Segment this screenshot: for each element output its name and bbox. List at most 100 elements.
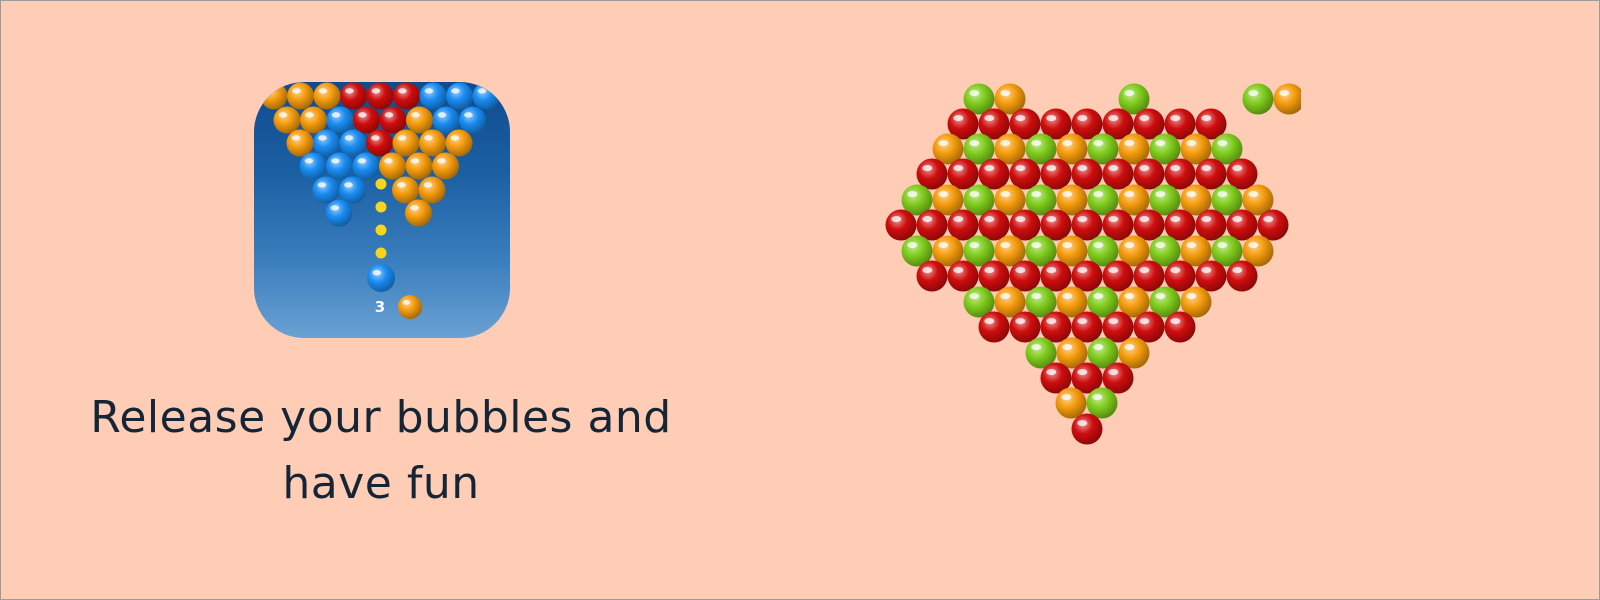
next-bubble-orange — [398, 295, 422, 319]
aim-guide-dot — [375, 224, 387, 236]
heart-bubble-orange — [1242, 235, 1274, 267]
icon-bubble-blue — [326, 106, 354, 134]
icon-bubble-orange — [405, 199, 432, 227]
heart-bubble-orange — [1055, 387, 1087, 419]
icon-bubble-orange — [392, 129, 420, 157]
heart-bubble-red — [1133, 311, 1165, 343]
heart-bubble-red — [1009, 311, 1041, 343]
icon-bubble-blue — [459, 106, 486, 134]
heart-bubble-green — [1025, 337, 1057, 369]
heart-bubble-red — [1226, 260, 1258, 292]
heart-bubble-orange — [1056, 184, 1088, 216]
heart-bubble-green — [963, 83, 995, 115]
heart-bubble-green — [1087, 184, 1119, 216]
heart-bubble-red — [978, 260, 1010, 292]
heart-bubble-red — [1071, 260, 1103, 292]
heart-bubble-red — [1102, 108, 1134, 140]
heart-bubble-red — [916, 158, 948, 190]
heart-bubble-red — [916, 260, 948, 292]
heart-bubble-red — [1133, 209, 1165, 241]
heart-bubble-red — [1040, 158, 1072, 190]
heart-bubble-orange — [1056, 337, 1088, 369]
heart-bubble-red — [978, 158, 1010, 190]
shots-remaining-count: 3 — [375, 298, 385, 316]
heart-bubble-red — [1164, 260, 1196, 292]
heart-bubble-orange — [994, 184, 1026, 216]
heart-bubble-red — [1195, 108, 1227, 140]
heart-bubble-green — [1149, 133, 1181, 165]
icon-bubble-red — [379, 106, 407, 134]
icon-bubble-red — [393, 82, 420, 110]
heart-bubble-green — [1025, 235, 1057, 267]
icon-bubble-blue — [432, 106, 460, 134]
heart-bubble-red — [1009, 158, 1041, 190]
heart-bubble-red — [1164, 158, 1196, 190]
aim-guide-dot — [375, 178, 387, 190]
icon-bubble-blue — [339, 129, 367, 157]
heart-bubble-orange — [1180, 184, 1212, 216]
heart-bubble-red — [978, 209, 1010, 241]
heart-bubble-red — [1226, 158, 1258, 190]
heart-bubble-red — [1071, 209, 1103, 241]
icon-bubble-blue — [472, 82, 500, 110]
app-icon-artwork: 3 — [260, 82, 500, 319]
heart-bubble-red — [947, 158, 979, 190]
heart-bubble-red — [1040, 209, 1072, 241]
heart-bubble-green — [1149, 286, 1181, 318]
heart-bubble-red — [1071, 362, 1103, 394]
heart-bubble-red — [1040, 362, 1072, 394]
heart-bubble-green — [1211, 235, 1243, 267]
heart-bubble-orange — [1180, 235, 1212, 267]
heart-bubble-orange — [1242, 184, 1274, 216]
icon-bubble-blue — [299, 152, 327, 180]
heart-bubble-orange — [1118, 184, 1150, 216]
heart-bubble-green — [1211, 184, 1243, 216]
icon-bubble-red — [340, 82, 367, 110]
heart-bubble-red — [1009, 209, 1041, 241]
icon-bubble-red — [366, 129, 393, 157]
heart-bubble-red — [1009, 108, 1041, 140]
heart-bubble-red — [1102, 362, 1134, 394]
heart-bubble-green — [1118, 83, 1150, 115]
heart-bubble-orange — [1118, 133, 1150, 165]
heart-bubble-red — [1164, 108, 1196, 140]
heart-bubble-red — [978, 311, 1010, 343]
heart-bubble-orange — [932, 235, 964, 267]
heart-bubble-green — [1149, 184, 1181, 216]
tagline-text: Release your bubbles and have fun — [90, 392, 672, 509]
heart-bubble-green — [1242, 83, 1274, 115]
heart-bubble-red — [1164, 209, 1196, 241]
heart-bubble-orange — [932, 133, 964, 165]
heart-bubble-orange — [1273, 83, 1301, 115]
heart-bubble-red — [1133, 260, 1165, 292]
loaded-bubble-blue — [367, 264, 395, 292]
heart-bubble-green — [1025, 286, 1057, 318]
icon-bubble-orange — [260, 82, 288, 110]
heart-bubble-green — [1087, 235, 1119, 267]
heart-bubble-orange — [1118, 337, 1150, 369]
heart-bubble-red — [1040, 260, 1072, 292]
icon-bubble-blue — [326, 152, 353, 180]
bubble-shooter-app-icon: 3 — [254, 82, 510, 338]
heart-bubble-orange — [994, 133, 1026, 165]
icon-bubble-orange — [419, 129, 446, 157]
heart-bubble-green — [1087, 133, 1119, 165]
icon-bubble-orange — [432, 152, 459, 180]
heart-bubble-orange — [994, 83, 1026, 115]
bubble-heart-illustration — [881, 79, 1301, 479]
heart-bubble-green — [1087, 286, 1119, 318]
icon-bubble-blue — [312, 176, 340, 204]
icon-bubble-orange — [313, 82, 341, 110]
heart-bubble-orange — [1118, 235, 1150, 267]
heart-bubble-red — [947, 209, 979, 241]
heart-bubble-orange — [1180, 286, 1212, 318]
heart-bubble-green — [1025, 133, 1057, 165]
heart-bubble-red — [1071, 413, 1103, 445]
aim-guide-dot — [375, 247, 387, 259]
heart-bubble-green — [963, 235, 995, 267]
heart-bubble-red — [1071, 108, 1103, 140]
heart-bubble-red — [1195, 158, 1227, 190]
heart-bubble-orange — [1056, 235, 1088, 267]
heart-bubble-red — [1257, 209, 1289, 241]
